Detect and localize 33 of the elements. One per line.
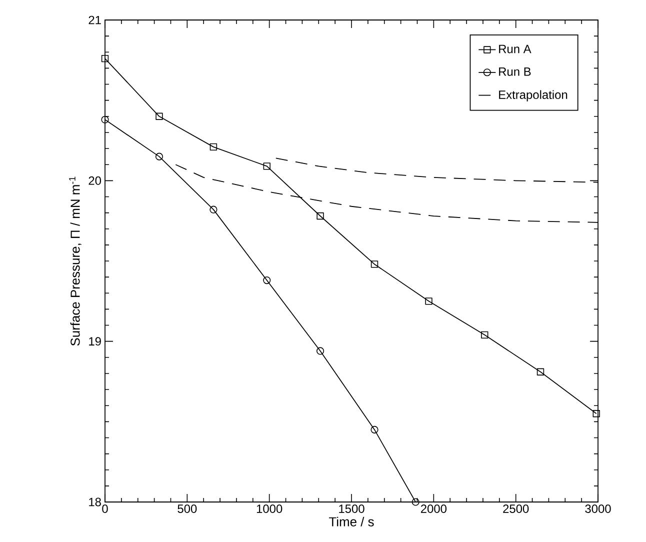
point (412, 498, 420, 506)
x-tick-label: 500 (178, 504, 197, 513)
point (101, 54, 109, 62)
point (316, 212, 324, 220)
point (263, 276, 271, 284)
y-tick-label: 21 (88, 16, 101, 24)
point (370, 426, 378, 434)
point (370, 260, 378, 268)
point (316, 347, 324, 355)
y-axis-title: Surface Pressure, Π / mN m$^{-1}$ (69, 176, 82, 346)
x-tick-label: 0 (102, 504, 108, 513)
x-tick-label: 1000 (256, 504, 282, 513)
point (101, 116, 109, 124)
point (210, 143, 218, 151)
point (155, 152, 164, 160)
x-tick-label: 2000 (420, 504, 446, 513)
x-tick-label: 2500 (503, 504, 529, 513)
point (210, 206, 218, 214)
legend-label: Run A (499, 44, 532, 54)
point (425, 298, 432, 305)
y-tick-label: 20 (88, 176, 102, 185)
point (156, 112, 163, 120)
legend-label: Extrapolation (499, 90, 568, 102)
x-tick-label: 1500 (339, 504, 364, 513)
point (592, 410, 600, 418)
x-axis-title: Time / s (329, 516, 374, 526)
y-tick-label: 18 (89, 498, 101, 506)
y-tick-label: 19 (89, 337, 101, 346)
point (536, 368, 544, 376)
point (481, 331, 488, 338)
point (263, 162, 270, 170)
x-tick-label: 3000 (585, 504, 611, 513)
legend-label: Run B (499, 68, 531, 76)
